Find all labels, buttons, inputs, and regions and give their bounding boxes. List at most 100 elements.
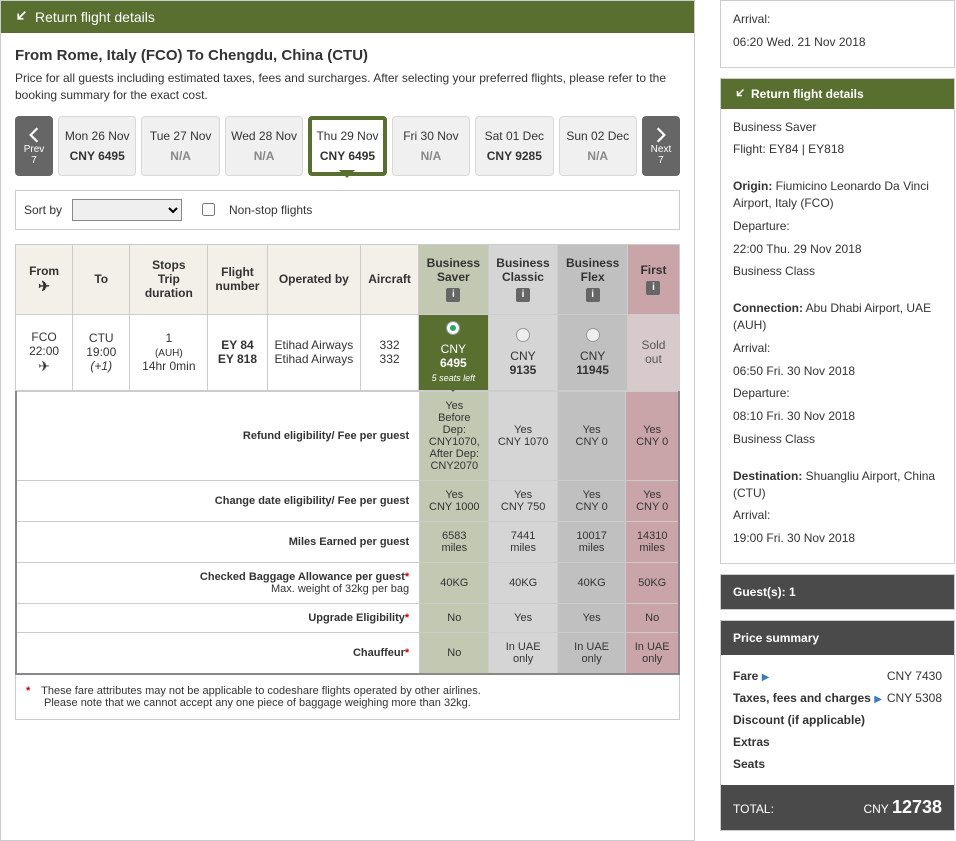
detail-first: No [626,603,679,632]
sb-dep1-lbl: Departure: [733,218,942,235]
sort-select[interactable] [72,199,182,221]
date-price: CNY 9285 [480,149,548,163]
date-cell-2[interactable]: Wed 28 NovN/A [225,116,303,176]
expand-icon[interactable]: ▶ [874,694,882,705]
pointer-icon [447,386,459,398]
flight2: EY 818 [218,352,257,366]
sidebar: Arrival: 06:20 Wed. 21 Nov 2018 Return f… [720,0,955,841]
detail-flex: 40KG [557,562,625,603]
sb-fare-lbl: Fare [733,669,758,683]
prev-button[interactable]: Prev 7 [15,116,53,176]
asterisk-icon: * [26,685,30,697]
detail-label: Checked Baggage Allowance per guest*Max.… [16,562,420,603]
sb-total-lbl: TOTAL: [733,802,774,816]
radio-icon [516,328,530,342]
date-day: Sat 01 Dec [480,129,548,143]
nonstop-label: Non-stop flights [229,203,312,217]
th-flex: Business Flex [566,256,619,284]
fare-flex[interactable]: CNY11945 [558,314,628,390]
date-cell-1[interactable]: Tue 27 NovN/A [141,116,219,176]
sb-arr1-lbl: Arrival: [733,340,942,357]
sb-dep1-class: Business Class [733,263,942,280]
date-price: CNY 6495 [313,149,381,163]
detail-flex: In UAE only [557,632,625,674]
duration: 14hr 0min [142,359,195,373]
sb-return-header: Return flight details [721,79,954,109]
fare-details-table: Refund eligibility/ Fee per guest Yes Be… [15,391,680,675]
date-cell-3[interactable]: Thu 29 Nov CNY 6495 [308,116,386,176]
info-icon[interactable]: i [586,288,600,302]
th-duration: Trip duration [145,272,193,300]
sb-conn-lbl: Connection: [733,301,803,315]
next-button[interactable]: Next 7 [642,116,680,176]
stop-code: (AUH) [155,348,183,359]
th-flightnum: Flight number [208,244,267,314]
th-classic: Business Classic [496,256,549,284]
fare-cur: CNY [580,349,605,363]
footnote-line2: Please note that we cannot accept any on… [44,697,471,709]
fare-saver[interactable]: CNY6495 5 seats left [419,314,489,390]
from-code: FCO [31,330,56,344]
info-icon[interactable]: i [446,288,460,302]
expand-icon [733,88,745,100]
info-icon[interactable]: i [516,288,530,302]
detail-saver: Yes CNY 1000 [420,480,489,521]
fare-first-soldout: Sold out [627,314,679,390]
sb-total-cur: CNY [863,802,888,816]
th-to: To [73,244,130,314]
to-code: CTU [89,331,114,345]
detail-classic: 40KG [489,562,557,603]
prev-label: Prev [24,144,45,155]
sb-dep2-lbl: Departure: [733,385,942,402]
detail-saver: 40KG [420,562,489,603]
footnote: * These fare attributes may not be appli… [15,675,680,720]
detail-flex: Yes [557,603,625,632]
th-aircraft: Aircraft [361,244,419,314]
main-panel: Return flight details From Rome, Italy (… [0,0,695,841]
sb-dep2-class: Business Class [733,431,942,448]
sb-fare-class: Business Saver [733,119,942,136]
sb-flight: Flight: EY84 | EY818 [733,141,942,158]
detail-flex: Yes CNY 0 [557,480,625,521]
sb-extras-lbl: Extras [733,735,770,749]
nonstop-checkbox[interactable] [202,203,215,216]
chevron-right-icon [655,126,667,144]
date-cell-0[interactable]: Mon 26 NovCNY 6495 [58,116,136,176]
sb-price-title: Price summary [721,621,954,655]
date-cell-6[interactable]: Sun 02 DecN/A [559,116,637,176]
sb-arr2: 19:00 Fri. 30 Nov 2018 [733,530,942,547]
info-icon[interactable]: i [646,281,660,295]
detail-label: Chauffeur* [16,632,420,674]
route-title: From Rome, Italy (FCO) To Chengdu, China… [15,47,680,64]
sb-seats-lbl: Seats [733,757,765,771]
plane-icon: ✈ [38,358,50,375]
expand-icon[interactable]: ▶ [762,672,770,683]
sb-dep2: 08:10 Fri. 30 Nov 2018 [733,408,942,425]
date-cell-5[interactable]: Sat 01 Dec CNY 9285 [475,116,553,176]
detail-label: Miles Earned per guest [16,521,420,562]
sort-label: Sort by [24,203,62,217]
next-count: 7 [658,155,664,166]
sb-dep1: 22:00 Thu. 29 Nov 2018 [733,241,942,258]
date-day: Fri 30 Nov [397,129,465,143]
date-day: Thu 29 Nov [313,129,381,143]
sb-total-amt: 12738 [892,797,942,817]
header-title: Return flight details [35,9,155,25]
sb-return-title: Return flight details [751,87,864,101]
expand-icon [13,10,27,24]
date-cell-4[interactable]: Fri 30 NovN/A [392,116,470,176]
prev-count: 7 [31,155,37,166]
next-label: Next [651,144,672,155]
stops: 1 [165,331,172,345]
to-time: 19:00 [86,345,116,359]
seats-left: 5 seats left [432,373,476,383]
fare-classic[interactable]: CNY9135 [488,314,558,390]
detail-classic: In UAE only [489,632,557,674]
sb-guests: Guest(s): 1 [721,575,954,609]
radio-icon [586,328,600,342]
footnote-line1: These fare attributes may not be applica… [41,685,481,697]
sb-total: TOTAL: CNY 12738 [721,785,954,830]
detail-classic: Yes CNY 750 [489,480,557,521]
to-day: (+1) [90,359,112,373]
detail-saver: No [420,603,489,632]
